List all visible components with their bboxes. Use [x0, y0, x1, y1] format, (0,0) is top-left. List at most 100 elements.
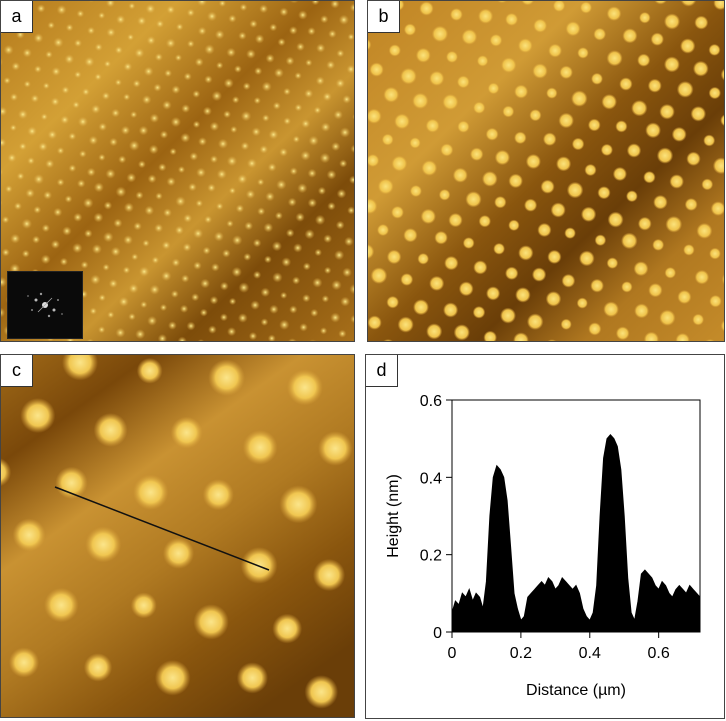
- afm-particle: [676, 81, 694, 98]
- afm-particle: [166, 176, 176, 187]
- afm-particle: [246, 158, 258, 169]
- afm-particle: [123, 93, 131, 101]
- afm-particle: [294, 72, 302, 80]
- afm-particle: [429, 70, 445, 87]
- afm-particle: [131, 253, 139, 261]
- afm-particle: [88, 135, 99, 146]
- afm-particle: [149, 113, 160, 123]
- afm-particle: [665, 215, 683, 233]
- afm-particle: [56, 178, 65, 187]
- afm-particle: [473, 260, 488, 275]
- height-profile-chart: 0 0.2 0.4 0.6 0 0.2 0.4 0.6 Distance (µm) Heigh…: [385, 393, 701, 699]
- afm-particle: [552, 1, 566, 12]
- afm-particle: [204, 215, 213, 224]
- afm-particle: [123, 235, 133, 245]
- afm-particle: [93, 212, 104, 223]
- afm-particle: [297, 183, 308, 194]
- afm-particle: [174, 54, 183, 62]
- afm-particle: [138, 266, 150, 277]
- afm-particle: [181, 104, 191, 113]
- x-tick-label: 0: [448, 645, 457, 662]
- afm-particle: [144, 205, 155, 216]
- afm-particle: [561, 273, 576, 288]
- afm-particle: [344, 236, 354, 247]
- afm-particle: [128, 312, 136, 321]
- afm-particle: [16, 172, 25, 181]
- afm-particle: [137, 160, 146, 169]
- afm-particle: [55, 466, 88, 500]
- afm-particle: [105, 168, 116, 179]
- afm-particle: [133, 474, 169, 510]
- afm-particle: [223, 110, 232, 119]
- afm-particle: [272, 613, 303, 644]
- afm-particle: [232, 235, 243, 246]
- afm-particle: [45, 50, 53, 59]
- afm-particle: [13, 202, 22, 211]
- afm-particle: [194, 57, 204, 67]
- afm-particle: [177, 165, 186, 174]
- afm-particle: [22, 48, 32, 58]
- afm-particle: [701, 178, 714, 191]
- afm-particle: [292, 135, 301, 143]
- afm-particle: [443, 302, 459, 318]
- afm-particle: [639, 11, 651, 24]
- afm-particle: [248, 331, 258, 341]
- afm-particle: [259, 144, 269, 154]
- afm-particle: [391, 155, 408, 172]
- afm-particle: [603, 301, 619, 318]
- afm-particle: [226, 47, 236, 58]
- afm-particle: [299, 323, 308, 332]
- afm-particle: [403, 228, 418, 243]
- afm-particle: [412, 92, 429, 110]
- afm-particle: [709, 294, 722, 308]
- afm-particle: [53, 207, 63, 217]
- panel-d-height-profile: 0 0.2 0.4 0.6 0 0.2 0.4 0.6 Distance (µm) Heigh…: [365, 354, 725, 719]
- afm-particle: [653, 194, 668, 210]
- afm-particle: [219, 313, 228, 322]
- afm-particle: [81, 87, 90, 96]
- afm-particle: [313, 106, 322, 115]
- afm-particle: [400, 67, 417, 85]
- afm-particle: [166, 5, 176, 15]
- afm-particle: [643, 171, 656, 184]
- afm-particle: [142, 239, 150, 247]
- afm-particle: [168, 321, 177, 330]
- afm-particle: [115, 327, 126, 338]
- afm-particle: [307, 27, 316, 36]
- afm-particle: [279, 485, 318, 524]
- afm-particle: [683, 244, 695, 256]
- afm-particle: [222, 249, 231, 258]
- afm-particle: [531, 267, 547, 282]
- afm-particle: [130, 110, 138, 119]
- afm-particle: [328, 29, 337, 39]
- afm-particle: [368, 315, 382, 330]
- afm-particle: [80, 260, 89, 269]
- afm-particle: [226, 219, 234, 228]
- afm-particle: [60, 115, 70, 125]
- afm-particle: [237, 173, 248, 185]
- afm-particle: [708, 43, 721, 56]
- afm-particle: [521, 1, 535, 6]
- afm-particle: [272, 101, 281, 110]
- afm-particle: [577, 47, 589, 59]
- afm-particle: [130, 592, 157, 619]
- afm-particle: [448, 212, 463, 228]
- afm-particle: [272, 272, 283, 283]
- x-axis-label: Distance (µm): [526, 682, 626, 699]
- afm-particle: [207, 183, 216, 193]
- afm-particle: [244, 221, 254, 231]
- panel-a-afm-image: a: [0, 0, 355, 342]
- afm-particle: [386, 249, 402, 265]
- afm-particle: [217, 138, 229, 149]
- afm-image-b: [368, 1, 724, 341]
- afm-particle: [721, 273, 724, 285]
- afm-particle: [101, 91, 111, 101]
- afm-particle: [500, 307, 516, 324]
- afm-particle: [128, 2, 136, 10]
- afm-particle: [473, 101, 486, 114]
- afm-particle: [33, 33, 44, 44]
- afm-particle: [566, 181, 584, 199]
- afm-particle: [368, 108, 382, 124]
- afm-particle: [206, 11, 218, 22]
- afm-particle: [444, 255, 459, 271]
